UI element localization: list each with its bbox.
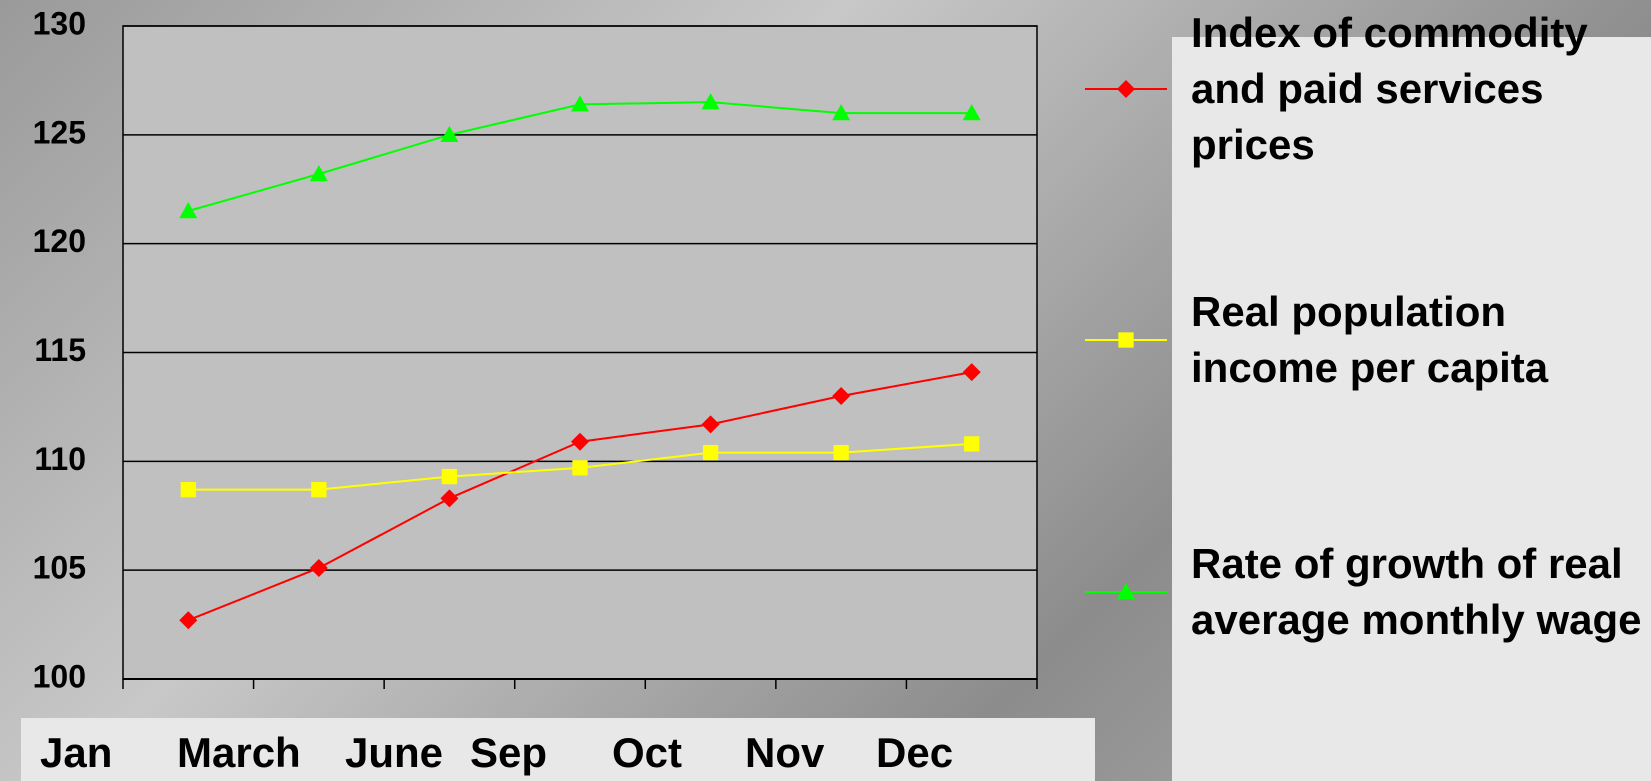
legend-background [1172, 37, 1651, 781]
x-tick-label: Jan [40, 729, 112, 776]
marker [571, 95, 589, 112]
marker [440, 125, 459, 143]
x-tick-label: Dec [876, 729, 953, 776]
y-tick-label: 125 [33, 114, 86, 150]
marker [962, 363, 981, 382]
marker [311, 481, 327, 498]
y-tick-label: 130 [33, 5, 86, 41]
marker [1117, 583, 1135, 600]
y-tick-label: 115 [34, 332, 86, 368]
marker [701, 93, 720, 110]
legend-label: Rate of growth of real average monthly w… [1191, 540, 1642, 643]
y-tick-label: 120 [33, 223, 86, 259]
y-tick-label: 105 [33, 550, 86, 586]
marker [833, 444, 849, 461]
marker [572, 460, 588, 476]
legend-label: Real population income per capita [1191, 288, 1549, 391]
marker [964, 436, 980, 452]
marker [571, 432, 589, 451]
x-tick-label: Oct [612, 729, 682, 776]
x-tick-label: Nov [745, 729, 825, 776]
marker [180, 481, 196, 498]
y-tick-label: 110 [34, 441, 86, 477]
marker [309, 558, 328, 577]
marker [441, 468, 458, 485]
y-tick-label: 100 [33, 658, 86, 694]
marker [702, 444, 719, 461]
legend-label: Index of commodity and paid services pri… [1191, 9, 1588, 168]
marker [962, 104, 981, 121]
marker [179, 202, 198, 219]
marker [701, 415, 720, 434]
x-tick-label: June [345, 729, 443, 776]
marker [179, 611, 198, 630]
marker [1118, 332, 1134, 348]
category-background [21, 718, 1095, 781]
marker [832, 104, 851, 121]
marker [309, 165, 328, 182]
x-tick-label: March [177, 729, 301, 776]
marker [832, 387, 851, 406]
marker [1117, 80, 1135, 98]
x-tick-label: Sep [470, 729, 547, 776]
marker [440, 489, 459, 508]
